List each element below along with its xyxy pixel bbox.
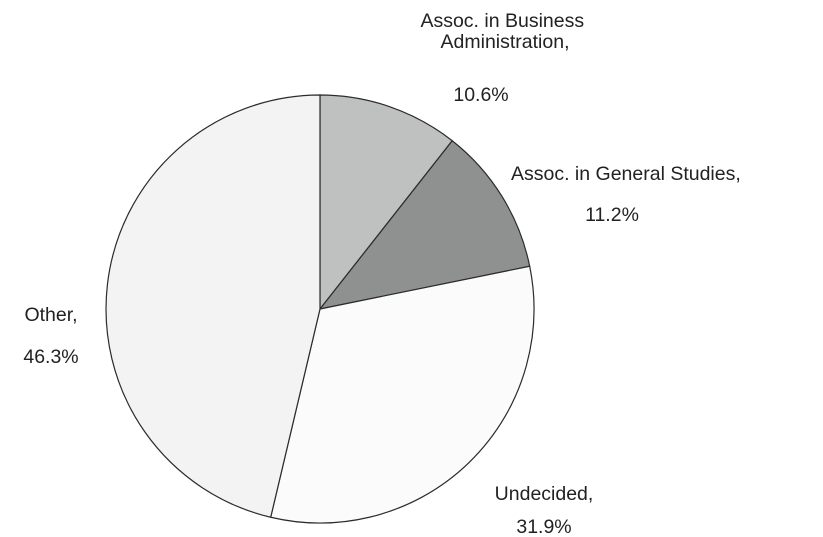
- slice-label-line: Administration,: [441, 31, 570, 53]
- slice-general-studies: [318, 139, 531, 310]
- slice-other: [105, 94, 321, 518]
- slice-label-undecided: Undecided,: [495, 483, 594, 505]
- slice-business-administration: [319, 94, 454, 311]
- slice-label-line: Assoc. in Business: [420, 10, 584, 32]
- slice-value-undecided: 31.9%: [516, 516, 571, 537]
- slice-label-general-studies: Assoc. in General Studies,: [511, 163, 741, 185]
- slice-value-business-administration: 10.6%: [453, 84, 508, 106]
- slice-value-other: 46.3%: [23, 346, 78, 368]
- pie-slices: [105, 94, 535, 524]
- slice-undecided: [269, 265, 535, 524]
- slice-label-other: Other,: [24, 304, 77, 326]
- slice-value-general-studies: 11.2%: [585, 204, 639, 226]
- slice-label-business-administration: Assoc. in Business Administration,: [420, 10, 589, 53]
